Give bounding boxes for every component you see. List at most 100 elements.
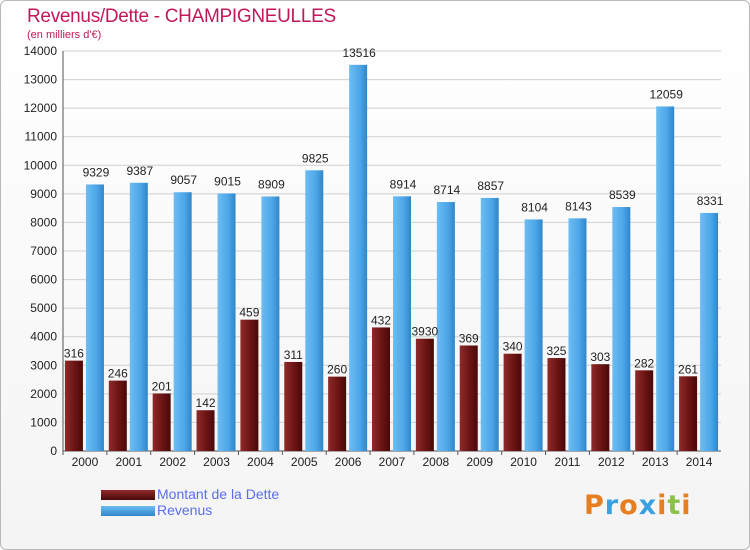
bar-debt (372, 327, 390, 451)
data-label-revenue: 8104 (521, 200, 548, 214)
x-tick-label: 2003 (203, 455, 230, 469)
y-tick-label: 3000 (30, 358, 57, 372)
y-tick-label: 1000 (30, 415, 57, 429)
bar-revenue (568, 218, 587, 451)
data-label-revenue: 12059 (650, 87, 684, 101)
bar-debt (679, 376, 698, 451)
data-label-debt: 303 (590, 350, 610, 364)
data-label-debt: 261 (678, 362, 698, 376)
y-tick-label: 11000 (25, 130, 58, 144)
x-tick-label: 2002 (159, 455, 186, 469)
data-label-debt: 325 (546, 344, 566, 358)
bar-revenue (85, 184, 104, 451)
chart-title: Revenus/Dette - CHAMPIGNEULLES (27, 6, 336, 27)
bar-revenue (173, 192, 192, 451)
data-label-revenue: 8539 (609, 188, 636, 202)
x-tick-label: 2005 (291, 455, 318, 469)
data-label-revenue: 9825 (302, 151, 329, 165)
bar-revenue (480, 197, 499, 451)
bar-debt (240, 319, 259, 451)
bar-debt (459, 345, 478, 451)
data-label-revenue: 8331 (697, 194, 724, 208)
data-label-debt: 432 (371, 313, 391, 327)
bar-revenue (129, 182, 148, 452)
data-label-debt: 201 (152, 379, 172, 393)
bar-revenue (349, 64, 368, 452)
y-tick-label: 2000 (30, 387, 57, 401)
x-tick-label: 2001 (115, 455, 142, 469)
bar-revenue (217, 193, 236, 451)
bar-revenue (393, 196, 411, 451)
data-label-debt: 340 (503, 340, 523, 354)
bar-revenue (656, 106, 675, 451)
bar-debt (415, 338, 434, 451)
data-label-revenue: 8909 (258, 177, 285, 191)
y-tick-label: 5000 (30, 301, 57, 315)
bar-debt (196, 410, 215, 451)
y-tick-label: 8000 (30, 215, 57, 229)
x-tick-label: 2012 (598, 455, 625, 469)
y-tick-label: 10000 (24, 158, 58, 172)
logo-letter: r (604, 490, 620, 521)
logo-letter: o (619, 490, 639, 521)
legend-swatch-debt (101, 490, 155, 500)
data-label-revenue: 8143 (565, 199, 592, 213)
data-label-debt: 459 (239, 306, 259, 320)
x-tick-label: 2014 (686, 455, 713, 469)
data-label-revenue: 9057 (170, 173, 197, 187)
bar-debt (547, 358, 566, 451)
data-label-debt: 282 (634, 356, 654, 370)
legend-label-revenue: Revenus (157, 502, 213, 518)
x-tick-label: 2013 (642, 455, 669, 469)
logo-letter: i (657, 490, 668, 521)
bar-debt (328, 376, 347, 451)
data-label-debt: 369 (459, 331, 479, 345)
x-tick-label: 2007 (379, 455, 406, 469)
logo-letter: t (667, 490, 682, 521)
x-tick-label: 2004 (247, 455, 274, 469)
x-tick-label: 2000 (72, 455, 99, 469)
chart-subtitle: (en milliers d'€) (27, 29, 102, 41)
x-tick-label: 2006 (335, 455, 362, 469)
bar-revenue (524, 219, 543, 451)
bar-revenue (261, 196, 280, 451)
data-label-debt: 311 (284, 348, 303, 362)
y-tick-label: 12000 (24, 101, 58, 115)
data-label-debt: 246 (108, 367, 128, 381)
data-label-debt: 3930 (412, 325, 439, 339)
data-label-revenue: 9015 (214, 174, 241, 188)
bar-debt (108, 380, 127, 451)
y-tick-label: 14000 (24, 44, 58, 58)
bar-revenue (700, 212, 719, 451)
data-label-revenue: 8714 (434, 183, 461, 197)
logo-letter: x (638, 490, 658, 521)
y-tick-label: 0 (50, 444, 57, 458)
y-tick-label: 13000 (24, 73, 58, 87)
bar-debt (591, 364, 610, 451)
logo-letter: i (681, 490, 692, 521)
bar-debt (284, 361, 303, 451)
data-label-debt: 260 (327, 363, 347, 377)
bar-debt (64, 360, 83, 451)
x-tick-label: 2008 (423, 455, 450, 469)
x-tick-label: 2011 (555, 455, 581, 469)
data-label-debt: 142 (196, 396, 216, 410)
bar-revenue (612, 207, 631, 451)
data-label-revenue: 9329 (83, 165, 110, 179)
x-tick-label: 2010 (510, 455, 537, 469)
bar-revenue (436, 202, 455, 451)
data-label-revenue: 8857 (477, 179, 504, 193)
data-label-revenue: 8914 (390, 177, 417, 191)
y-tick-label: 4000 (30, 330, 57, 344)
y-tick-label: 6000 (30, 273, 57, 287)
bar-revenue (305, 170, 324, 452)
data-label-revenue: 13516 (342, 46, 376, 60)
data-label-revenue: 9387 (126, 164, 153, 178)
bar-debt (152, 393, 171, 451)
bar-debt (635, 370, 654, 451)
bar-debt (503, 353, 522, 451)
proxiti-logo: Proxiti (584, 490, 692, 521)
data-label-debt: 316 (64, 347, 84, 361)
